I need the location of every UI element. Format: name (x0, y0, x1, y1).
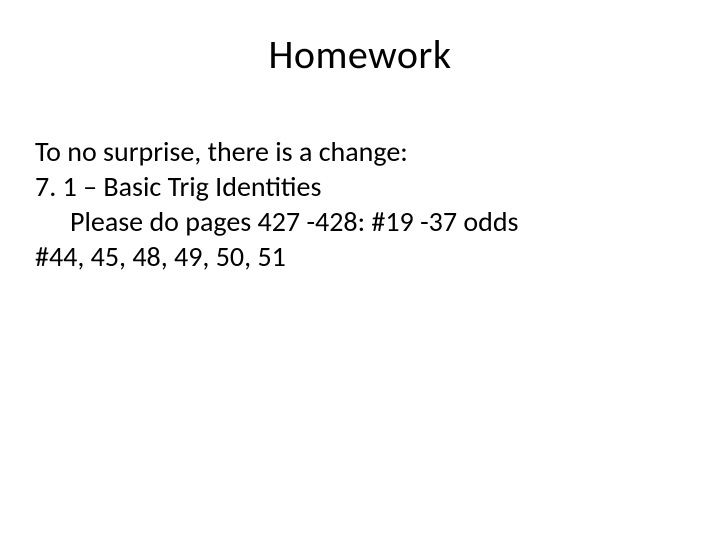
body-line-3: Please do pages 427 -428: #19 -37 odds (35, 204, 685, 239)
slide-title: Homework (35, 30, 685, 79)
slide-body: To no surprise, there is a change: 7. 1 … (35, 134, 685, 274)
body-line-2: 7. 1 – Basic Trig Identities (35, 169, 685, 204)
slide-container: Homework To no surprise, there is a chan… (0, 0, 720, 540)
body-line-1: To no surprise, there is a change: (35, 134, 685, 169)
body-line-4: #44, 45, 48, 49, 50, 51 (35, 239, 685, 274)
